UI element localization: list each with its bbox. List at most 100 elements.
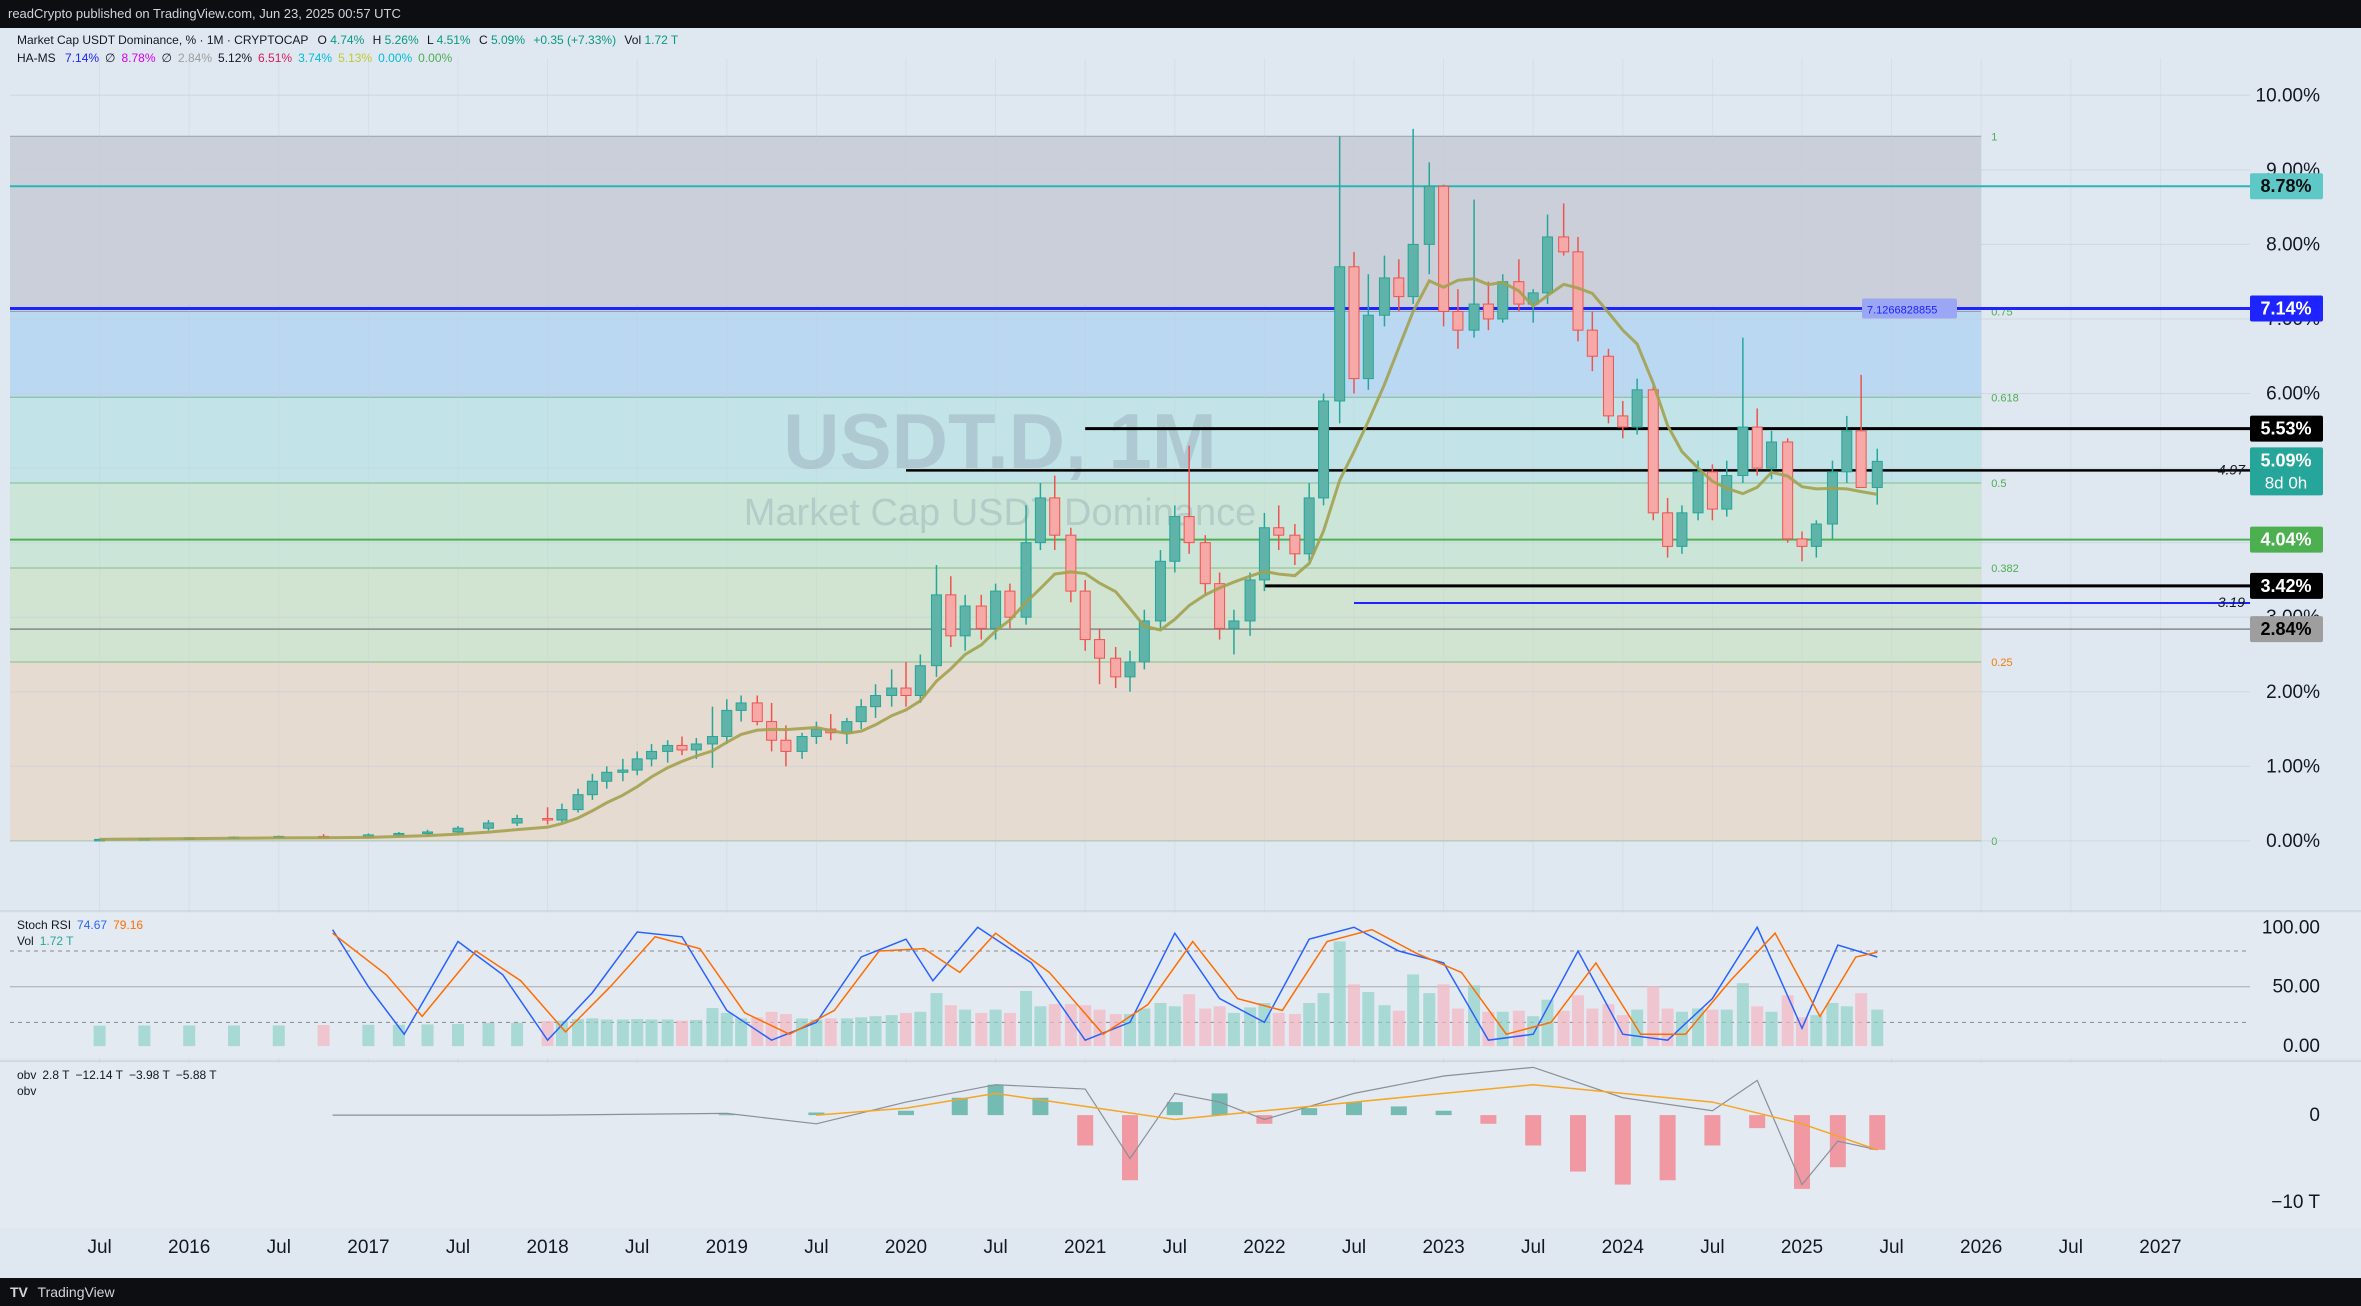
- candle: [1393, 259, 1405, 312]
- candle: [676, 736, 688, 756]
- volume-bar: [600, 1019, 613, 1047]
- level-annotation-label: 4.97: [2218, 461, 2246, 477]
- legend-ha-value: 5.13%: [338, 51, 372, 65]
- candle-body: [721, 709, 733, 738]
- candle: [1065, 527, 1077, 603]
- candle: [1020, 505, 1032, 625]
- volume-bar: [1720, 1009, 1733, 1047]
- candle-body: [930, 594, 942, 667]
- candle: [810, 721, 822, 744]
- candle: [1334, 136, 1346, 424]
- volume-bar: [1109, 1014, 1122, 1047]
- candle-body: [1855, 430, 1867, 488]
- candle-body: [572, 794, 584, 811]
- candle-body: [511, 818, 523, 824]
- volume-bar: [690, 1019, 703, 1047]
- candle: [721, 699, 733, 744]
- stoch-legend-label: Stoch RSI: [17, 918, 71, 932]
- price-tag: 5.09% 8d 0h: [2250, 447, 2323, 496]
- candle-body: [1318, 400, 1330, 499]
- legend-vol-label: Vol: [624, 33, 641, 47]
- volume-bar: [735, 1018, 748, 1047]
- volume-bar: [362, 1024, 375, 1047]
- candle: [1810, 520, 1822, 558]
- candle-body: [1676, 512, 1688, 547]
- time-tick-label: Jul: [1700, 1237, 1724, 1258]
- legend-ha-value: 8.78%: [122, 51, 156, 65]
- volume-bar: [1751, 1006, 1764, 1047]
- obv-hist-bar: [1435, 1110, 1452, 1116]
- volume-bar: [1124, 1014, 1136, 1047]
- obv-panel-bg: [0, 1063, 2361, 1228]
- candle: [870, 684, 882, 718]
- price-tag-label: 7.14%: [2260, 299, 2311, 319]
- volume-bar: [1675, 1011, 1688, 1047]
- candle-body: [855, 706, 867, 723]
- volume-bar: [779, 1014, 792, 1047]
- fib-value-label: 7.1266828855: [1862, 298, 1957, 319]
- price-tag-label: 8.78%: [2260, 176, 2311, 196]
- volume-bar: [751, 1017, 764, 1047]
- candle: [1423, 162, 1435, 275]
- obv-hist-bar: [987, 1084, 1004, 1116]
- legend-o-label: O: [318, 33, 327, 47]
- candle: [1407, 128, 1419, 305]
- volume-bar: [1093, 1009, 1106, 1047]
- volume-bar: [482, 1023, 495, 1047]
- candle-body: [1542, 236, 1554, 294]
- candle: [1871, 448, 1883, 505]
- volume-bar: [944, 1005, 957, 1047]
- volume-bar: [1317, 993, 1330, 1047]
- candle: [855, 699, 867, 730]
- candle-body: [1138, 620, 1150, 663]
- candle: [886, 669, 898, 707]
- time-tick-label: 2024: [1602, 1237, 1645, 1258]
- legend-o: 4.74%: [330, 33, 364, 47]
- candle: [1228, 609, 1240, 655]
- candle: [1079, 579, 1091, 651]
- volume-bar: [572, 1019, 585, 1047]
- legend-ha-value: 3.74%: [298, 51, 332, 65]
- price-tag-label: 2.84%: [2260, 619, 2311, 639]
- time-tick-label: 2018: [526, 1237, 568, 1258]
- time-tick-label: Jul: [1163, 1237, 1187, 1258]
- stoch-d-value: 79.16: [113, 918, 143, 932]
- candle: [1289, 524, 1301, 566]
- price-tick-label: 6.00%: [2266, 384, 2320, 405]
- candle-body: [1468, 303, 1480, 331]
- candle-body: [1721, 475, 1733, 510]
- price-tag-bg: [2250, 447, 2323, 496]
- time-tick-label: Jul: [87, 1237, 111, 1258]
- legend-ha-value: ∅: [105, 51, 115, 65]
- volume-bar: [1765, 1011, 1778, 1047]
- price-tag-label: 4.04%: [2260, 530, 2311, 550]
- volume-bar: [1586, 1008, 1599, 1047]
- volume-bar: [1451, 1008, 1464, 1047]
- candle-body: [1244, 579, 1256, 622]
- obv-hist-bar: [1166, 1102, 1183, 1116]
- volume-bar: [1572, 995, 1584, 1047]
- candle-body: [1258, 527, 1270, 581]
- obv-hist-bar: [1301, 1108, 1318, 1116]
- legend-ha-value: 5.12%: [218, 51, 252, 65]
- svg-text:Market Cap USDT Dominance, % ·: Market Cap USDT Dominance, % · 1M · CRYP…: [17, 33, 679, 47]
- candle-body: [914, 665, 926, 696]
- price-tag-bg: [2250, 295, 2323, 322]
- time-tick-label: Jul: [2059, 1237, 2083, 1258]
- candle-body: [1452, 311, 1464, 331]
- volume-bar: [1020, 990, 1033, 1047]
- brand-name: TradingView: [37, 1284, 115, 1300]
- obv-hist-bar: [1614, 1115, 1631, 1185]
- candle-body: [735, 702, 747, 711]
- candle-body: [1110, 657, 1122, 678]
- volume-bar: [975, 1012, 988, 1047]
- volume-bar: [1213, 1006, 1226, 1047]
- volume-bar: [1003, 1012, 1016, 1047]
- candle: [1094, 628, 1106, 685]
- price-tag-bg: [2250, 526, 2323, 553]
- candle: [1796, 531, 1808, 562]
- candle: [542, 807, 554, 825]
- volume-bar: [869, 1016, 882, 1047]
- candle: [1214, 572, 1226, 640]
